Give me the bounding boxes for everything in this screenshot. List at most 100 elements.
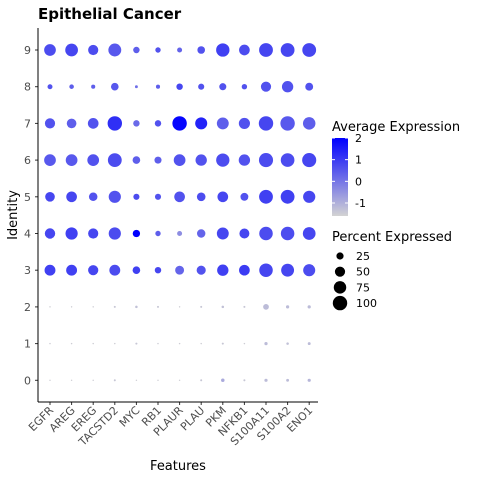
size-legend-dot [333, 281, 347, 294]
dot-TACSTD2-1 [114, 342, 116, 345]
dot-RB1-4 [155, 230, 161, 237]
y-tick-label: 8 [24, 81, 31, 94]
dot-PLAU-3 [196, 265, 206, 275]
dot-AREG-9 [65, 43, 78, 57]
dot-MYC-2 [135, 305, 138, 309]
y-tick-label: 5 [24, 191, 31, 204]
dot-PLAU-0 [200, 379, 203, 382]
dot-S100A2-7 [280, 116, 295, 131]
dot-PLAU-2 [200, 305, 203, 308]
axis-lines [37, 28, 318, 403]
size-legend-label: 75 [356, 281, 370, 294]
dot-S100A2-6 [280, 153, 295, 167]
color-legend-label: 0 [355, 175, 362, 188]
size-legend-dot [332, 295, 348, 311]
dot-AREG-2 [70, 306, 73, 308]
dot-S100A2-8 [281, 81, 294, 93]
dot-S100A11-2 [263, 304, 269, 310]
dot-ENO1-4 [302, 227, 316, 240]
dot-PLAU-1 [200, 342, 202, 345]
dot-PKM-3 [217, 264, 229, 276]
dot-EGFR-3 [44, 264, 56, 276]
dot-NFKB1-1 [243, 342, 246, 345]
dot-PLAUR-7 [172, 116, 187, 131]
dot-S100A2-9 [280, 43, 295, 57]
dot-ENO1-2 [307, 305, 311, 309]
dot-AREG-8 [69, 84, 74, 89]
x-axis-title: Features [150, 459, 206, 474]
dot-S100A11-3 [259, 263, 273, 277]
dot-S100A11-0 [264, 378, 268, 382]
dot-MYC-1 [135, 342, 138, 345]
dot-EREG-6 [87, 154, 100, 166]
dot-MYC-3 [132, 266, 141, 275]
dot-ENO1-6 [302, 153, 317, 168]
dot-S100A2-1 [286, 342, 289, 345]
dot-TACSTD2-7 [107, 116, 123, 131]
dot-ENO1-0 [307, 378, 311, 382]
y-tick-label: 6 [24, 154, 31, 167]
dot-PKM-5 [217, 191, 229, 203]
dot-RB1-9 [155, 47, 161, 53]
dot-S100A2-4 [280, 226, 295, 241]
dot-EREG-1 [92, 342, 94, 345]
dot-AREG-7 [66, 118, 77, 129]
dot-PKM-2 [221, 305, 225, 309]
y-tick-label: 3 [24, 264, 31, 277]
size-legend-label: 100 [356, 297, 377, 310]
dot-NFKB1-4 [239, 228, 250, 239]
size-legend: Percent Expressed 25 50 75 100 [332, 230, 452, 311]
dot-RB1-6 [154, 156, 162, 164]
x-tick-labels: EGFRAREGEREGTACSTD2MYCRB1PLAURPLAUPKMNFK… [26, 402, 315, 449]
dot-ENO1-5 [303, 190, 316, 203]
size-legend-label: 25 [356, 250, 370, 263]
dot-PLAUR-8 [176, 83, 183, 90]
dot-EGFR-6 [44, 154, 56, 166]
dot-RB1-0 [157, 379, 159, 382]
dot-ENO1-7 [302, 117, 316, 130]
dot-NFKB1-9 [239, 44, 250, 56]
dot-PKM-7 [216, 117, 229, 130]
dot-TACSTD2-4 [108, 227, 121, 240]
dot-MYC-5 [133, 193, 140, 200]
dot-PLAU-4 [197, 229, 206, 238]
y-tick-label: 2 [24, 301, 31, 314]
dot-S100A11-5 [259, 189, 273, 204]
dot-EGFR-1 [49, 342, 51, 345]
color-legend-label: 1 [355, 154, 362, 167]
dot-EGFR-4 [44, 228, 56, 239]
dot-EREG-7 [87, 118, 99, 129]
y-tick-labels: 0 1 2 3 4 5 6 7 8 9 [24, 44, 38, 387]
dot-EREG-8 [91, 84, 96, 89]
dot-EGFR-0 [49, 379, 51, 382]
dot-PKM-1 [221, 342, 224, 345]
dot-MYC-7 [133, 120, 140, 127]
dot-TACSTD2-9 [108, 43, 122, 57]
y-tick-label: 7 [24, 117, 31, 130]
x-tick-label: MYC [117, 404, 143, 430]
dot-S100A11-1 [264, 341, 268, 346]
dot-AREG-0 [70, 379, 73, 382]
dot-TACSTD2-3 [109, 264, 121, 276]
dot-NFKB1-7 [238, 117, 250, 129]
dot-RB1-5 [154, 193, 162, 200]
color-legend: Average Expression 2 1 0 -1 [332, 120, 460, 216]
dot-PLAUR-0 [178, 379, 181, 382]
dot-AREG-6 [65, 154, 78, 166]
dot-PLAU-6 [195, 154, 207, 166]
y-tick-label: 1 [24, 338, 31, 351]
dot-AREG-5 [66, 191, 77, 203]
dot-ENO1-1 [307, 342, 311, 346]
dot-NFKB1-2 [243, 305, 246, 308]
dot-MYC-9 [133, 46, 140, 54]
dot-EREG-5 [88, 192, 98, 202]
dot-EGFR-2 [49, 306, 51, 308]
dot-EGFR-9 [44, 44, 56, 56]
dot-RB1-7 [154, 120, 162, 127]
dot-EREG-3 [88, 265, 99, 276]
dot-EREG-4 [88, 228, 99, 239]
dot-NFKB1-3 [239, 264, 250, 276]
dot-PKM-4 [216, 227, 229, 240]
dot-EGFR-5 [45, 191, 55, 202]
